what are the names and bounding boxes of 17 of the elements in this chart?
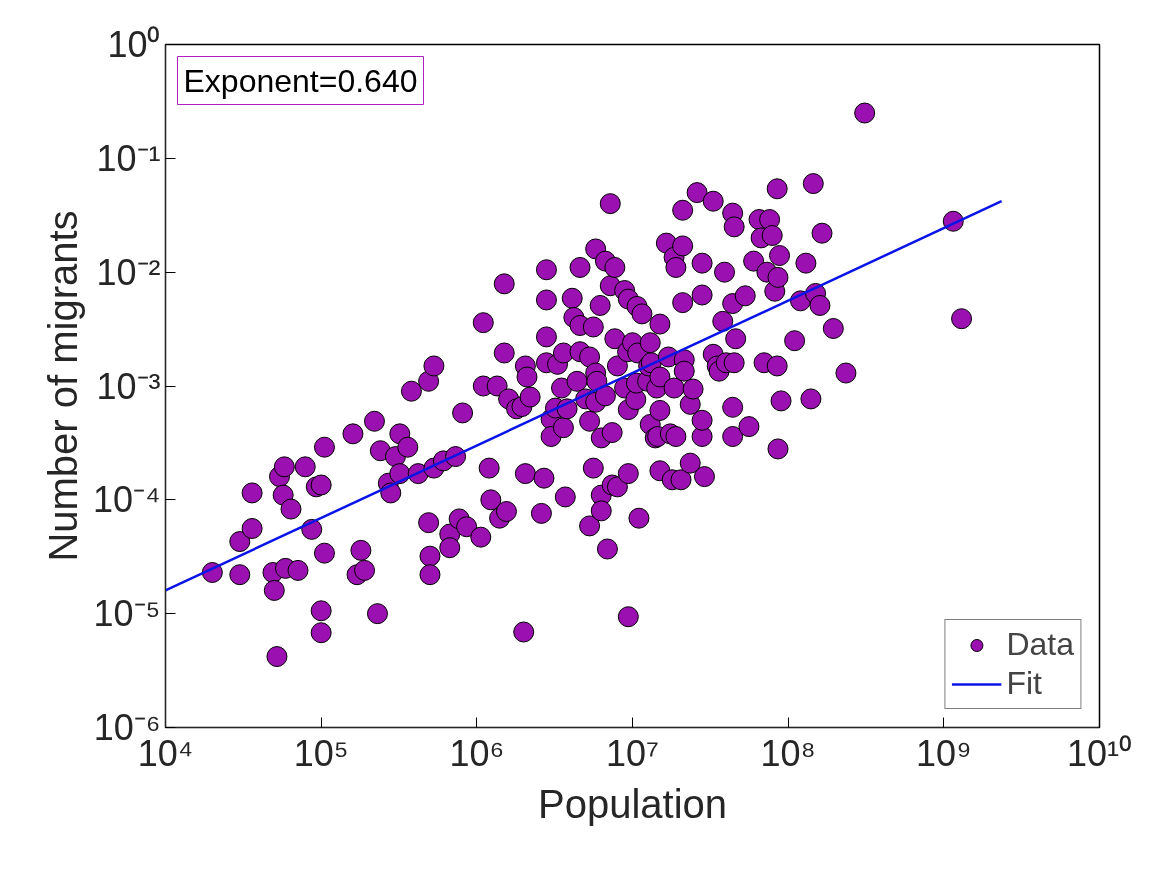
x-tick-label: 10⁸ xyxy=(760,732,816,774)
y-tick-label: 10⁻⁴ xyxy=(92,479,161,521)
y-tick-label: 10⁻¹ xyxy=(96,137,161,179)
legend-label: Data xyxy=(1006,626,1074,663)
x-tick-label: 10⁹ xyxy=(916,732,972,774)
annotation: Exponent=0.640 xyxy=(183,62,418,99)
y-axis-title: Number of migrants xyxy=(40,210,85,562)
y-tick-label: 10⁻² xyxy=(96,251,161,293)
x-tick-label: 10⁷ xyxy=(605,732,660,774)
y-tick-label: 10⁻³ xyxy=(96,365,161,407)
x-tick-label: 10¹⁰ xyxy=(1066,732,1133,774)
x-tick-label: 10⁵ xyxy=(293,732,349,774)
y-tick-label: 10⁰ xyxy=(107,24,161,65)
x-tick-label: 10⁶ xyxy=(449,732,505,774)
x-axis-title: Population xyxy=(537,781,728,826)
y-tick-label: 10⁻⁵ xyxy=(93,593,161,635)
legend-label: Fit xyxy=(1006,665,1042,702)
